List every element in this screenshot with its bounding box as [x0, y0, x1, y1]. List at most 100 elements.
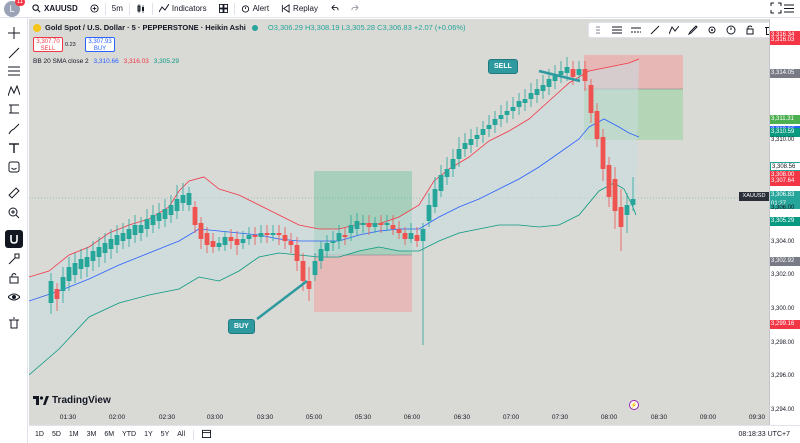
fib-tool[interactable] — [5, 62, 23, 80]
date-range-button[interactable] — [198, 429, 215, 440]
candle[interactable] — [186, 193, 192, 205]
candle[interactable] — [294, 245, 300, 261]
candle[interactable] — [612, 179, 618, 211]
legend-title[interactable]: Gold Spot / U.S. Dollar · 5 · PEPPERSTON… — [45, 23, 246, 32]
candle[interactable] — [132, 225, 138, 235]
candle[interactable] — [198, 223, 204, 239]
candle[interactable] — [624, 205, 630, 215]
candle[interactable] — [156, 213, 162, 221]
candle[interactable] — [300, 261, 306, 281]
candle[interactable] — [354, 221, 360, 229]
candle[interactable] — [438, 175, 444, 191]
template-icon[interactable] — [612, 25, 623, 35]
candle[interactable] — [54, 289, 60, 299]
user-avatar[interactable]: L 11 — [4, 0, 25, 17]
candle[interactable] — [402, 233, 408, 239]
candle[interactable] — [336, 233, 342, 241]
alert-button[interactable]: Alert — [235, 0, 275, 18]
candle[interactable] — [498, 115, 504, 119]
text-style-icon[interactable] — [669, 25, 680, 35]
candle[interactable] — [258, 233, 264, 237]
candle[interactable] — [276, 233, 282, 235]
replay-button[interactable]: Replay — [275, 0, 324, 18]
candle[interactable] — [414, 235, 420, 241]
candle[interactable] — [558, 71, 564, 75]
candle[interactable] — [78, 259, 84, 269]
range-3m-button[interactable]: 3M — [86, 431, 97, 438]
range-1d-button[interactable]: 1D — [35, 431, 44, 438]
buy-stop-zone[interactable] — [314, 255, 412, 312]
candle[interactable] — [564, 67, 570, 73]
text-tool[interactable] — [5, 139, 23, 157]
clock-label[interactable]: 08:18:33 UTC+7 — [738, 431, 790, 438]
sell-price-button[interactable]: 3,307.70 SELL — [33, 37, 63, 52]
candle[interactable] — [84, 257, 90, 267]
candle[interactable] — [432, 189, 438, 207]
candle[interactable] — [228, 237, 234, 241]
buy-callout[interactable]: BUY — [228, 319, 255, 334]
candle[interactable] — [546, 79, 552, 87]
candle[interactable] — [282, 235, 288, 241]
menu-button[interactable] — [778, 0, 800, 18]
candle[interactable] — [48, 281, 54, 303]
candle[interactable] — [102, 243, 108, 253]
candle[interactable] — [396, 229, 402, 233]
chart-pane[interactable]: SELL BUY TradingView ⚡ 01:30 02:00 02:30 03… — [29, 19, 769, 425]
bb-legend[interactable]: BB 20 SMA close 2 3,310.66 3,316.03 3,30… — [33, 58, 179, 65]
candle[interactable] — [90, 251, 96, 261]
candle[interactable] — [600, 137, 606, 169]
candle[interactable] — [462, 143, 468, 149]
candle[interactable] — [270, 233, 276, 235]
candle[interactable] — [570, 69, 576, 77]
fullscreen-icon[interactable] — [770, 2, 784, 16]
candle[interactable] — [330, 241, 336, 243]
range-5y-button[interactable]: 5Y — [160, 431, 170, 438]
candle[interactable] — [264, 233, 270, 235]
candle[interactable] — [492, 119, 498, 125]
candle[interactable] — [168, 205, 174, 215]
candle[interactable] — [192, 207, 198, 225]
bb-basis-line[interactable] — [29, 118, 640, 302]
redo-button[interactable] — [345, 0, 366, 18]
sell-callout[interactable]: SELL — [488, 59, 518, 74]
candle[interactable] — [348, 225, 354, 233]
candle[interactable] — [528, 93, 534, 99]
price-axis[interactable]: 3,316.343,316.033,314.053,311.313,310.66… — [769, 19, 800, 425]
alert-drawing-icon[interactable] — [726, 25, 736, 35]
candle[interactable] — [372, 223, 378, 227]
candle[interactable] — [618, 207, 624, 227]
candle[interactable] — [426, 205, 432, 221]
candle[interactable] — [72, 263, 78, 275]
candle[interactable] — [180, 195, 186, 203]
delete-tool[interactable] — [5, 314, 23, 332]
range-1y-button[interactable]: 1Y — [144, 431, 153, 438]
range-6m-button[interactable]: 6M — [104, 431, 115, 438]
zoom-tool[interactable] — [5, 204, 23, 222]
candle[interactable] — [516, 101, 522, 107]
candle[interactable] — [342, 235, 348, 237]
bb-lower-line[interactable] — [29, 182, 637, 376]
candle[interactable] — [444, 169, 450, 177]
candle[interactable] — [66, 267, 72, 281]
settings-icon[interactable] — [707, 25, 717, 35]
event-marker-icon[interactable]: ⚡ — [629, 400, 639, 410]
candle[interactable] — [204, 233, 210, 245]
candle[interactable] — [174, 199, 180, 211]
bb-upper-line[interactable] — [29, 58, 640, 278]
indicators-button[interactable]: Indicators — [153, 0, 213, 18]
candle[interactable] — [222, 237, 228, 245]
interval-button[interactable]: 5m — [111, 4, 123, 13]
candle[interactable] — [138, 225, 144, 233]
candle[interactable] — [480, 129, 486, 135]
candle[interactable] — [588, 85, 594, 113]
candle[interactable] — [324, 243, 330, 251]
candle[interactable] — [144, 219, 150, 229]
candle[interactable] — [408, 233, 414, 239]
drag-handle-icon[interactable] — [593, 25, 603, 35]
candle[interactable] — [252, 235, 258, 237]
candle[interactable] — [378, 223, 384, 225]
candle[interactable] — [552, 75, 558, 81]
candle[interactable] — [456, 149, 462, 159]
chart-type-button[interactable] — [130, 0, 152, 18]
price-chart[interactable] — [29, 19, 769, 425]
